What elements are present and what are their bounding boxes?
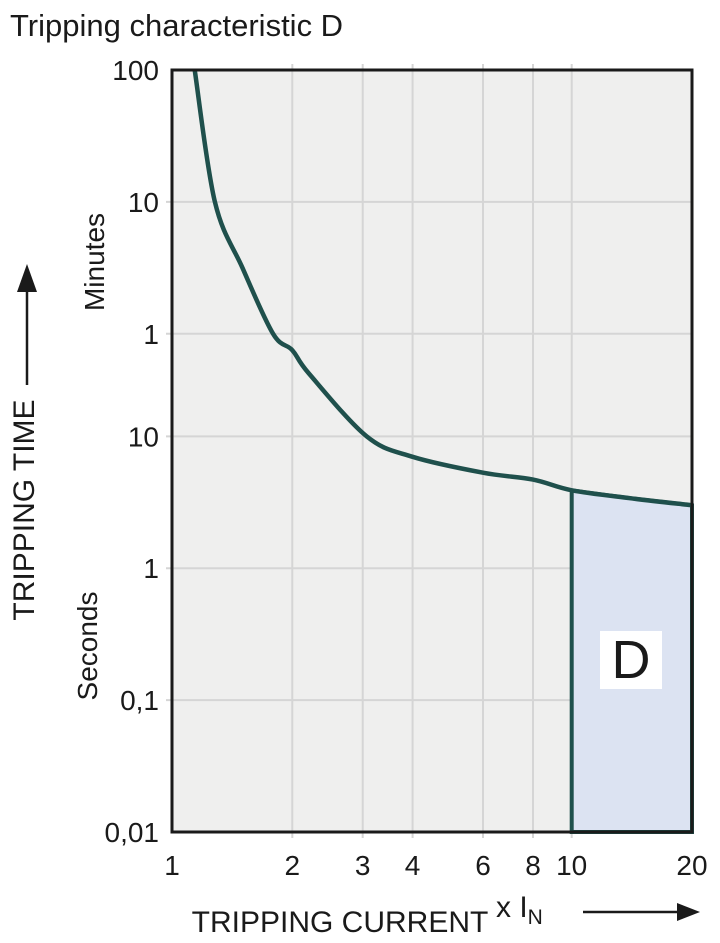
x-axis-arrow-icon	[583, 900, 701, 924]
x-axis-title: TRIPPING CURRENT	[192, 906, 489, 940]
x-axis-unit-label: x IN	[496, 891, 543, 925]
x-tick-label: 4	[405, 850, 421, 881]
x-tick-label: 1	[164, 850, 180, 881]
x-tick-label: 10	[556, 850, 587, 881]
y-tick-label: 10	[128, 421, 159, 452]
x-tick-label: 2	[285, 850, 301, 881]
x-tick-label: 8	[525, 850, 541, 881]
x-tick-label: 3	[355, 850, 371, 881]
d-region-label: D	[600, 631, 662, 689]
x-tick-label: 20	[676, 850, 707, 881]
x-tick-label: 6	[475, 850, 491, 881]
chart-canvas: 1001011010,10,011234681020	[0, 0, 720, 943]
y-tick-label: 100	[112, 55, 159, 86]
y-tick-label: 1	[143, 553, 159, 584]
y-tick-label: 10	[128, 187, 159, 218]
x-axis-unit-subscript: N	[528, 906, 543, 929]
figure-root: { "title": "Tripping characteristic D", …	[0, 0, 720, 943]
y-tick-label: 0,01	[105, 817, 160, 848]
y-tick-label: 0,1	[120, 685, 159, 716]
y-tick-label: 1	[143, 319, 159, 350]
